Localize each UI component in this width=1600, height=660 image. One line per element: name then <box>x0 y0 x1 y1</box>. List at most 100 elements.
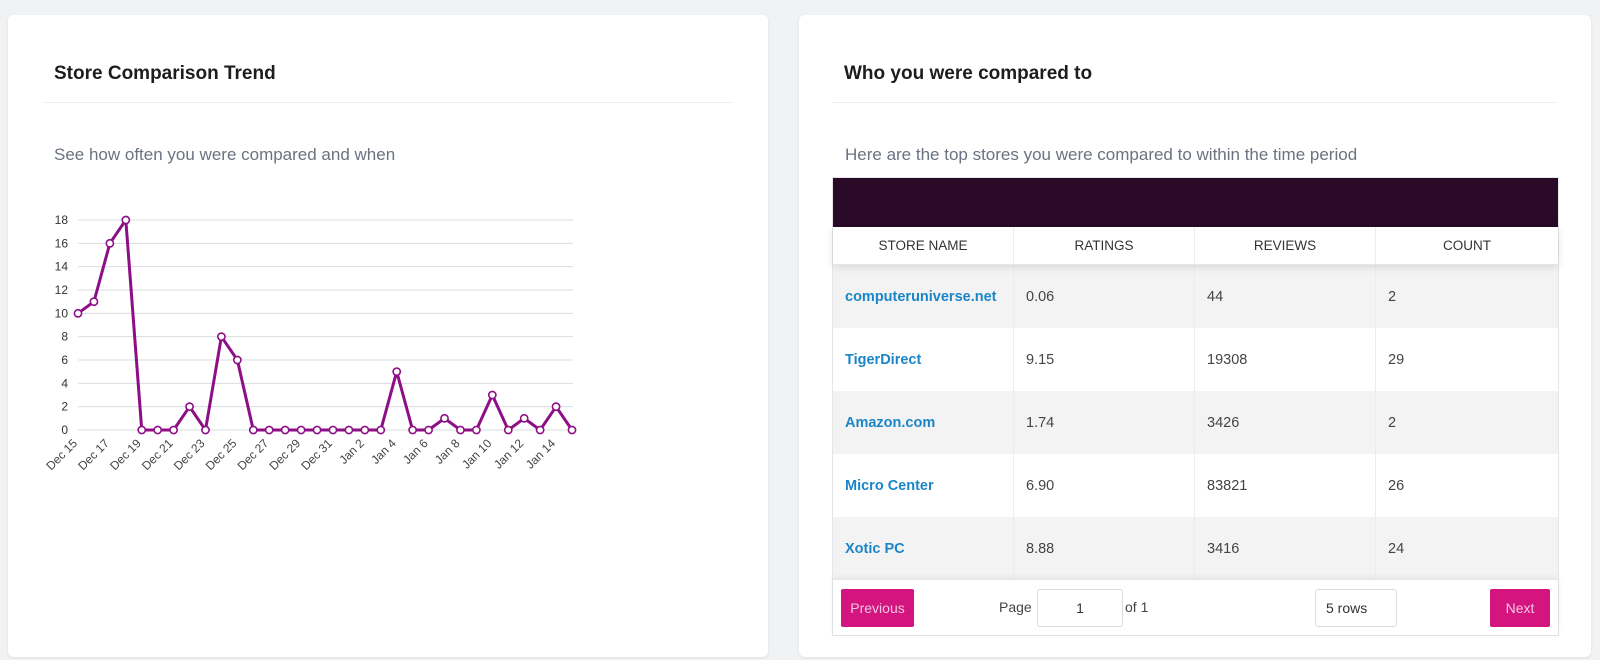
page-total-label: of 1 <box>1125 599 1149 615</box>
x-tick-label: Jan 8 <box>432 436 463 467</box>
y-tick-label: 8 <box>61 330 68 344</box>
table-row: TigerDirect 9.15 19308 29 <box>833 328 1558 391</box>
data-point[interactable] <box>424 425 433 435</box>
store-name-link[interactable]: Micro Center <box>833 454 1014 517</box>
series-line <box>77 218 574 432</box>
y-tick-label: 10 <box>55 306 69 320</box>
count-cell: 26 <box>1388 477 1405 494</box>
data-point[interactable] <box>551 402 561 412</box>
next-button[interactable]: Next <box>1490 589 1550 627</box>
column-header-reviews[interactable]: Reviews <box>1195 227 1376 264</box>
store-name-link[interactable]: Xotic PC <box>833 517 1014 580</box>
rows-per-page-select[interactable]: 5 rows <box>1315 589 1397 627</box>
store-comparison-trend-card: Store Comparison Trend See how often you… <box>8 15 768 657</box>
table-column-headers: Store Name Ratings Reviews Count <box>833 227 1558 265</box>
data-point[interactable] <box>392 367 402 377</box>
y-tick-label: 0 <box>61 423 68 437</box>
reviews-cell: 83821 <box>1195 454 1376 517</box>
data-point[interactable] <box>153 425 163 435</box>
x-tick-label: Jan 12 <box>491 436 527 472</box>
data-point[interactable] <box>264 425 274 435</box>
ratings-cell: 9.15 <box>1014 328 1195 391</box>
x-tick-label: Dec 27 <box>235 436 272 473</box>
reviews-cell: 44 <box>1195 265 1376 328</box>
table-body: computeruniverse.net 0.06 44 2 TigerDire… <box>833 265 1558 580</box>
data-point[interactable] <box>296 425 306 435</box>
x-tick-label: Dec 15 <box>43 436 80 473</box>
x-tick-label: Dec 21 <box>139 436 176 473</box>
reviews-cell: 3416 <box>1195 517 1376 580</box>
y-tick-label: 6 <box>61 353 68 367</box>
count-cell: 24 <box>1388 540 1405 557</box>
data-point[interactable] <box>328 425 338 435</box>
data-point[interactable] <box>137 425 147 435</box>
data-point[interactable] <box>471 425 481 435</box>
x-tick-label: Dec 25 <box>203 436 240 473</box>
x-tick-label: Dec 19 <box>107 436 144 473</box>
data-point[interactable] <box>105 238 115 248</box>
data-point[interactable] <box>360 425 370 435</box>
data-point[interactable] <box>169 425 179 435</box>
y-tick-label: 12 <box>55 283 69 297</box>
divider <box>42 102 734 103</box>
count-cell: 29 <box>1388 351 1405 368</box>
ratings-cell: 0.06 <box>1014 265 1195 328</box>
data-point[interactable] <box>519 413 529 423</box>
data-point[interactable] <box>248 425 258 435</box>
card-subtitle: Here are the top stores you were compare… <box>845 145 1358 164</box>
column-header-ratings[interactable]: Ratings <box>1014 227 1195 264</box>
data-point[interactable] <box>440 413 449 423</box>
store-name-link[interactable]: computeruniverse.net <box>833 265 1014 328</box>
x-tick-label: Jan 6 <box>400 436 431 467</box>
card-title: Store Comparison Trend <box>54 63 276 84</box>
data-point[interactable] <box>456 425 465 435</box>
data-point[interactable] <box>503 425 513 435</box>
count-cell: 2 <box>1388 414 1397 431</box>
ratings-cell: 8.88 <box>1014 517 1195 580</box>
stores-table: Store Name Ratings Reviews Count compute… <box>832 177 1559 636</box>
data-point[interactable] <box>89 297 99 307</box>
data-point[interactable] <box>376 425 386 435</box>
data-point[interactable] <box>344 425 354 435</box>
data-point[interactable] <box>73 308 83 318</box>
table-row: Amazon.com 1.74 3426 2 <box>833 391 1558 454</box>
data-point[interactable] <box>408 425 418 435</box>
data-point[interactable] <box>201 425 210 435</box>
data-point[interactable] <box>280 425 290 435</box>
previous-button[interactable]: Previous <box>841 589 914 627</box>
store-name-link[interactable]: Amazon.com <box>833 391 1014 454</box>
card-subtitle: See how often you were compared and when <box>54 145 396 164</box>
x-tick-label: Dec 17 <box>75 436 112 473</box>
page-label: Page <box>999 599 1032 615</box>
data-point[interactable] <box>535 425 545 435</box>
divider <box>832 102 1558 103</box>
data-point[interactable] <box>312 425 322 435</box>
reviews-cell: 3426 <box>1195 391 1376 454</box>
data-point[interactable] <box>121 215 131 225</box>
x-tick-label: Dec 31 <box>298 436 335 473</box>
y-tick-label: 14 <box>55 260 69 274</box>
card-title: Who you were compared to <box>844 63 1093 84</box>
x-tick-label: Dec 29 <box>266 436 303 473</box>
count-cell: 2 <box>1388 288 1397 305</box>
table-row: computeruniverse.net 0.06 44 2 <box>833 265 1558 328</box>
data-point[interactable] <box>487 390 497 400</box>
x-tick-label: Jan 14 <box>523 436 559 472</box>
page-number-input[interactable] <box>1037 589 1123 627</box>
y-tick-label: 4 <box>61 376 68 390</box>
data-point[interactable] <box>185 402 194 412</box>
data-point[interactable] <box>232 355 242 365</box>
table-row: Xotic PC 8.88 3416 24 <box>833 517 1558 580</box>
ratings-cell: 6.90 <box>1014 454 1195 517</box>
x-tick-label: Jan 4 <box>368 436 399 467</box>
column-header-store-name[interactable]: Store Name <box>833 227 1014 264</box>
pagination-bar: Previous Page of 1 5 rows Next <box>833 579 1558 635</box>
data-point[interactable] <box>567 425 577 435</box>
column-header-count[interactable]: Count <box>1443 238 1491 253</box>
table-row: Micro Center 6.90 83821 26 <box>833 454 1558 517</box>
x-tick-label: Jan 2 <box>336 436 367 467</box>
store-name-link[interactable]: TigerDirect <box>833 328 1014 391</box>
y-tick-label: 2 <box>61 400 68 414</box>
data-point[interactable] <box>217 332 226 342</box>
